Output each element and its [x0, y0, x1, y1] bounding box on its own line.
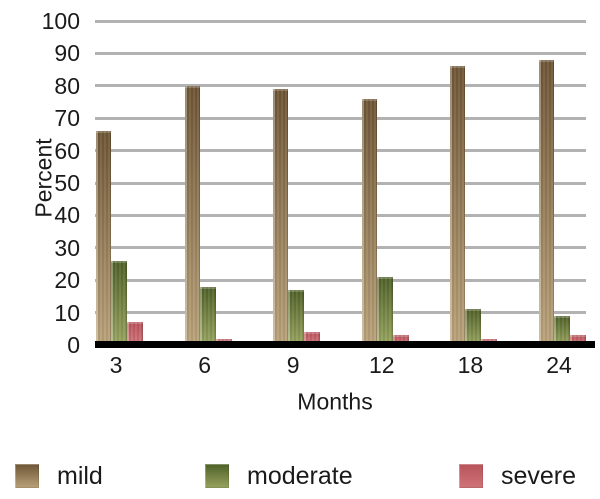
gridline — [95, 116, 586, 120]
gridline — [95, 84, 586, 88]
y-tick-label: 60 — [54, 137, 80, 164]
y-tick-label: 70 — [54, 105, 80, 132]
x-axis-title: Months — [297, 388, 373, 415]
bar-severe-24 — [570, 335, 586, 345]
gridline — [95, 19, 586, 23]
plot-area — [95, 19, 586, 345]
mild-swatch-icon — [15, 464, 39, 488]
x-tick-label: 24 — [546, 352, 572, 378]
gridline — [95, 213, 586, 217]
y-tick-label: 30 — [54, 234, 80, 261]
y-tick-label: 40 — [54, 202, 80, 229]
gridline — [95, 246, 586, 250]
legend-label: severe — [501, 462, 577, 490]
y-tick-label: 50 — [54, 170, 80, 196]
gridline — [95, 51, 586, 55]
bar-moderate-24 — [554, 316, 570, 345]
y-tick-label: 10 — [54, 299, 80, 326]
bar-mild-18 — [450, 66, 466, 345]
y-tick-label: 90 — [54, 40, 80, 67]
x-tick-label: 3 — [109, 352, 123, 378]
bar-moderate-18 — [465, 309, 482, 345]
legend-item-severe: severe — [459, 462, 576, 490]
bar-moderate-3 — [111, 261, 127, 345]
moderate-swatch-icon — [205, 464, 229, 488]
bar-mild-24 — [539, 60, 554, 345]
x-tick-label: 12 — [369, 352, 395, 378]
severe-swatch-icon — [459, 464, 483, 488]
gridline — [95, 278, 586, 282]
x-tick-label: 9 — [286, 352, 300, 378]
x-axis-line — [95, 341, 595, 348]
y-tick-label: 20 — [54, 267, 80, 294]
gridline — [95, 311, 586, 315]
y-tick-label: 100 — [41, 8, 80, 34]
bar-moderate-12 — [376, 277, 393, 345]
legend-label: mild — [57, 462, 103, 490]
x-tick-label: 18 — [457, 352, 484, 378]
bar-mild-12 — [361, 99, 377, 345]
bar-mild-9 — [273, 89, 289, 345]
legend-item-mild: mild — [15, 462, 103, 490]
gridline — [95, 149, 586, 153]
bar-moderate-6 — [199, 287, 216, 345]
bar-mild-3 — [96, 131, 111, 345]
bar-moderate-9 — [288, 290, 305, 345]
y-tick-label: 80 — [54, 72, 80, 99]
bar-mild-6 — [184, 86, 200, 345]
legend: mild moderate severe — [0, 462, 600, 496]
x-tick-label: 6 — [198, 352, 211, 378]
legend-label: moderate — [247, 462, 353, 490]
y-tick-label: 0 — [67, 332, 80, 358]
legend-item-moderate: moderate — [205, 462, 353, 490]
bar-severe-3 — [127, 322, 143, 345]
gridline — [95, 181, 586, 185]
bar-severe-12 — [392, 335, 409, 345]
